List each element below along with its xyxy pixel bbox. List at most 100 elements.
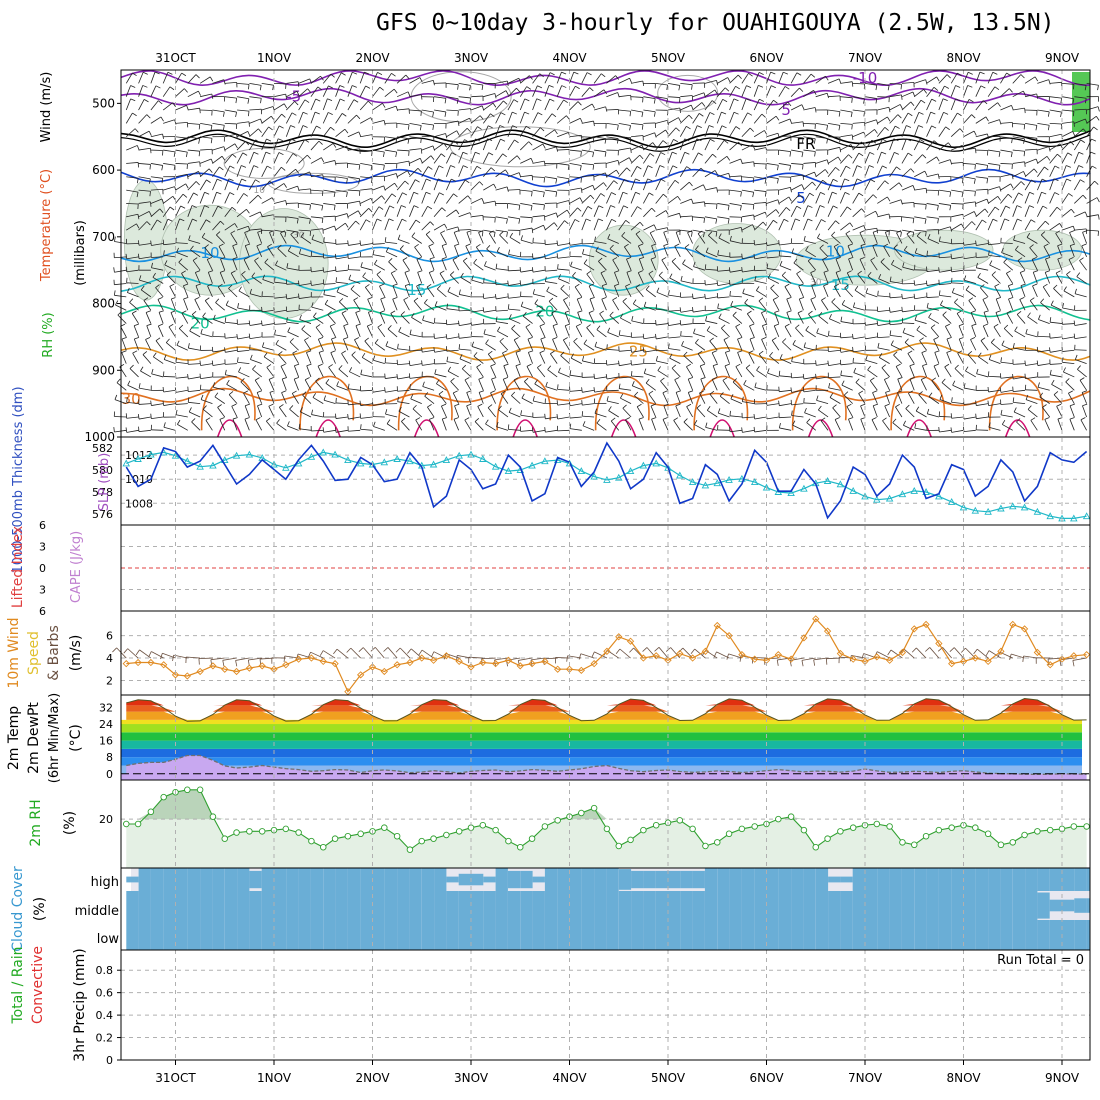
- rh2m-point: [984, 830, 992, 838]
- cloud-bar-high: [458, 873, 471, 886]
- cloud-bar-low: [828, 920, 841, 950]
- thickness-point: [1020, 503, 1029, 511]
- cloud-bar-middle: [187, 891, 201, 920]
- contour-label: 25: [629, 343, 648, 361]
- rh2m-point: [160, 793, 167, 801]
- thickness-point: [196, 462, 204, 470]
- wind10m-point: [147, 658, 155, 667]
- thickness-point: [577, 467, 586, 475]
- contour-label: 20: [535, 303, 554, 321]
- cloud-bar-high: [865, 868, 878, 891]
- thickness-point: [380, 458, 389, 466]
- axis-label-convective: Convective: [30, 946, 46, 1024]
- cloud-bar-high: [532, 876, 545, 883]
- rh2m-point: [308, 837, 315, 845]
- cloud-bar-middle: [372, 891, 385, 920]
- cloud-bar-high: [766, 868, 779, 891]
- contour-label: 10: [826, 242, 845, 260]
- cloud-bar-low: [729, 920, 742, 950]
- cloud-bar-high: [889, 868, 902, 891]
- cloud-bar-low: [249, 920, 262, 950]
- series-slp: [125, 441, 1088, 520]
- temperature-contour: [988, 375, 1044, 431]
- thickness-point: [442, 456, 451, 464]
- cloud-bar-middle: [434, 891, 447, 920]
- cloud-bar-low: [458, 920, 471, 950]
- cloud-bar-middle: [581, 891, 595, 920]
- cloud-bar-high: [901, 868, 915, 891]
- cloud-bar-low: [274, 920, 287, 950]
- date-label-bottom: 2NOV: [355, 1071, 390, 1085]
- rh2m-point: [886, 823, 893, 830]
- cloud-bar-middle: [274, 891, 287, 920]
- cloud-bar-low: [360, 920, 373, 950]
- cloud-bar-high: [298, 868, 311, 891]
- rh2m-point: [1034, 828, 1041, 835]
- rh2m-point: [246, 828, 253, 835]
- cloud-bar-low: [754, 920, 767, 950]
- wind10m-point: [270, 665, 278, 673]
- cloud-bar-low: [618, 920, 632, 950]
- cloud-bar-middle: [852, 891, 865, 920]
- cloud-bar-high: [471, 873, 484, 886]
- temperature-contour: [791, 375, 847, 431]
- cloud-bar-low: [261, 920, 274, 950]
- axis-label-cloud: Cloud Cover: [10, 866, 26, 952]
- cloud-bar-low: [791, 920, 804, 950]
- wind10m-point: [455, 657, 463, 666]
- rh2m-point: [430, 835, 437, 842]
- cloud-bar-middle: [261, 891, 274, 920]
- cloud-bar-high: [421, 868, 435, 891]
- cloud-bar-low: [421, 920, 435, 950]
- cloud-bar-low: [471, 920, 484, 950]
- rh2m-point: [320, 843, 327, 851]
- date-label-top: 6NOV: [749, 51, 784, 65]
- cloud-bar-low: [643, 920, 656, 950]
- cloud-bar-middle: [471, 891, 484, 920]
- day-gridlines: [175, 70, 1063, 1060]
- wind10m-point: [209, 662, 217, 670]
- cloud-bar-low: [914, 920, 927, 950]
- wind10m-point: [713, 621, 721, 630]
- rh2m-point: [492, 826, 499, 834]
- wind10m-point: [258, 662, 266, 670]
- cloud-bar-low: [138, 920, 151, 950]
- wind10m-point: [836, 649, 845, 658]
- cloud-bar-low: [1012, 920, 1026, 950]
- cloud-bar-middle: [889, 891, 902, 920]
- legend-wind: Wind (m/s): [39, 72, 54, 143]
- rh2m-point: [948, 824, 955, 831]
- rh2m-point: [997, 841, 1005, 849]
- thickness-point: [1046, 512, 1054, 520]
- y-tick-label: 0.6: [96, 987, 114, 1000]
- wind10m-point: [183, 672, 191, 680]
- rh2m-point: [689, 825, 696, 833]
- wind10m-point: [1046, 661, 1054, 669]
- rh2m-point: [899, 839, 906, 846]
- cloud-bar-middle: [1049, 899, 1062, 912]
- date-label-top: 5NOV: [651, 51, 686, 65]
- axis-label-wind-barbs: & Barbs: [46, 625, 62, 681]
- temperature-band: [121, 757, 1082, 766]
- thickness-point: [245, 450, 254, 458]
- wind10m-point: [935, 639, 943, 648]
- cloud-bar-high: [446, 876, 459, 883]
- date-label-top: 3NOV: [454, 51, 489, 65]
- series-dewpoint: [126, 754, 1087, 776]
- wind10m-point: [626, 637, 635, 645]
- thickness-point: [232, 451, 241, 459]
- axis-label-minmax: (6hr Min/Max): [47, 693, 62, 783]
- cloud-level-label: high: [91, 875, 119, 890]
- y-tick-label: 580: [92, 464, 113, 477]
- cloud-bar-middle: [1025, 891, 1038, 920]
- cloud-bar-middle: [865, 891, 878, 920]
- cloud-bar-middle: [901, 891, 915, 920]
- cloud-bar-high: [212, 868, 225, 891]
- wind10m-point: [652, 652, 660, 660]
- cloud-bar-high: [951, 868, 964, 891]
- wind10m-point: [554, 665, 562, 673]
- cloud-bar-middle: [692, 891, 705, 920]
- cloud-bar-high: [163, 868, 176, 891]
- thickness-point: [910, 486, 919, 494]
- wind10m-point: [245, 664, 254, 672]
